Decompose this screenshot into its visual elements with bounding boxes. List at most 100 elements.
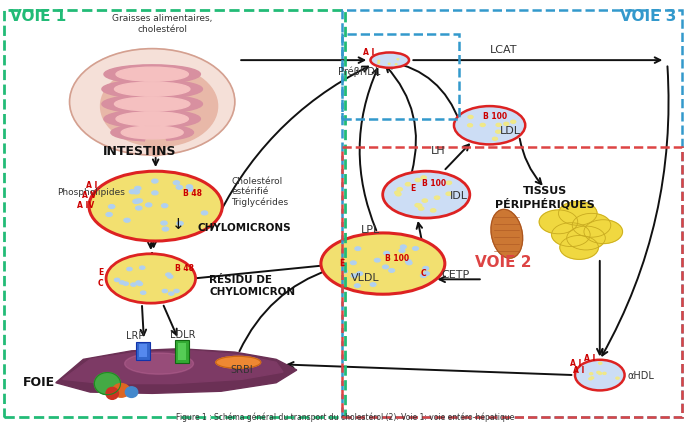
- Ellipse shape: [106, 388, 119, 400]
- Circle shape: [616, 377, 619, 379]
- Circle shape: [124, 219, 130, 223]
- Circle shape: [136, 281, 141, 285]
- Circle shape: [406, 262, 412, 265]
- Ellipse shape: [89, 172, 222, 242]
- Circle shape: [201, 211, 208, 215]
- Circle shape: [495, 131, 501, 134]
- Ellipse shape: [102, 95, 202, 114]
- Text: A I: A I: [86, 181, 97, 190]
- Circle shape: [397, 188, 402, 191]
- FancyBboxPatch shape: [177, 343, 186, 360]
- Ellipse shape: [216, 357, 261, 368]
- Text: B 100: B 100: [384, 253, 408, 262]
- Circle shape: [599, 363, 602, 364]
- Text: IDL: IDL: [450, 191, 468, 201]
- Ellipse shape: [115, 83, 190, 97]
- Circle shape: [129, 190, 135, 194]
- Ellipse shape: [454, 107, 525, 145]
- Circle shape: [108, 205, 115, 209]
- Circle shape: [591, 377, 593, 379]
- Circle shape: [496, 124, 501, 127]
- Circle shape: [511, 121, 515, 124]
- Circle shape: [106, 213, 112, 217]
- Text: VLDL: VLDL: [351, 273, 380, 282]
- Circle shape: [589, 378, 592, 380]
- Text: VOIE 3: VOIE 3: [620, 9, 676, 24]
- Text: B 100: B 100: [483, 112, 507, 121]
- Ellipse shape: [116, 112, 188, 127]
- Text: C: C: [421, 268, 426, 277]
- Circle shape: [504, 123, 509, 126]
- FancyBboxPatch shape: [175, 340, 188, 363]
- Ellipse shape: [125, 353, 193, 374]
- Text: B 48: B 48: [183, 188, 201, 197]
- Circle shape: [161, 204, 168, 208]
- Text: TISSUS
PÉRIPHÉRIQUES: TISSUS PÉRIPHÉRIQUES: [495, 185, 595, 209]
- Ellipse shape: [102, 81, 202, 99]
- Circle shape: [421, 176, 426, 180]
- Text: E: E: [339, 259, 344, 268]
- Ellipse shape: [115, 98, 190, 112]
- Circle shape: [342, 270, 347, 273]
- Circle shape: [168, 292, 174, 296]
- Circle shape: [417, 204, 422, 208]
- Ellipse shape: [321, 233, 445, 294]
- Circle shape: [176, 186, 182, 190]
- Circle shape: [388, 269, 395, 273]
- Ellipse shape: [116, 68, 188, 82]
- Circle shape: [420, 274, 426, 278]
- Text: RÉSIDU DE
CHYLOMICRON: RÉSIDU DE CHYLOMICRON: [209, 274, 295, 296]
- Text: LDL: LDL: [500, 125, 521, 135]
- Circle shape: [399, 249, 405, 253]
- Ellipse shape: [383, 172, 470, 219]
- Ellipse shape: [491, 210, 522, 259]
- Ellipse shape: [121, 127, 183, 140]
- Text: INTESTINS: INTESTINS: [103, 145, 176, 158]
- Circle shape: [566, 227, 605, 250]
- Text: LCAT: LCAT: [490, 46, 517, 55]
- Text: ↓: ↓: [172, 217, 185, 232]
- Circle shape: [139, 266, 145, 270]
- Circle shape: [539, 210, 578, 234]
- Ellipse shape: [95, 373, 121, 395]
- Circle shape: [603, 372, 606, 374]
- Text: VOIE 1: VOIE 1: [10, 9, 67, 24]
- Circle shape: [575, 360, 624, 391]
- Text: A I: A I: [584, 353, 595, 362]
- Circle shape: [135, 187, 141, 191]
- Circle shape: [351, 274, 357, 278]
- Text: A IV: A IV: [77, 201, 95, 210]
- Bar: [4, 12, 345, 417]
- Circle shape: [384, 252, 389, 255]
- Text: E: E: [98, 267, 104, 276]
- Circle shape: [136, 199, 142, 203]
- Circle shape: [168, 275, 172, 279]
- Circle shape: [152, 192, 158, 195]
- Circle shape: [400, 245, 406, 249]
- Circle shape: [446, 182, 451, 185]
- Ellipse shape: [112, 384, 130, 397]
- Circle shape: [186, 185, 193, 189]
- Circle shape: [415, 204, 420, 207]
- Circle shape: [123, 282, 128, 285]
- Ellipse shape: [104, 66, 200, 84]
- Circle shape: [357, 272, 362, 276]
- Ellipse shape: [101, 66, 217, 147]
- Text: B 48: B 48: [175, 264, 194, 273]
- Circle shape: [584, 220, 622, 244]
- Circle shape: [134, 200, 140, 204]
- Text: LDLR: LDLR: [170, 329, 195, 339]
- Text: B 100: B 100: [422, 179, 446, 188]
- Text: LH: LH: [431, 145, 446, 155]
- Text: FOIE: FOIE: [23, 375, 55, 389]
- Circle shape: [375, 259, 380, 262]
- Circle shape: [146, 204, 152, 207]
- Circle shape: [558, 202, 597, 226]
- Circle shape: [406, 260, 411, 264]
- Text: E: E: [410, 184, 415, 193]
- Circle shape: [480, 124, 485, 127]
- Circle shape: [137, 282, 143, 286]
- Text: C: C: [98, 278, 104, 287]
- Circle shape: [166, 273, 171, 276]
- Circle shape: [355, 284, 360, 288]
